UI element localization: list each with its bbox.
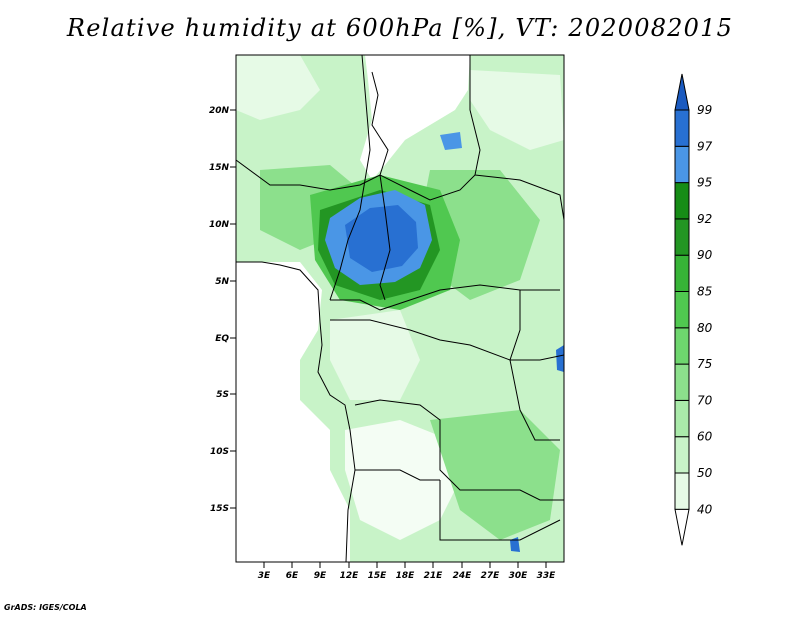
credit-label: GrADS: IGES/COLA bbox=[4, 603, 87, 612]
field-blue-spot-e bbox=[556, 345, 564, 372]
colorbar-swatch bbox=[674, 472, 690, 510]
field-blue-spot-ne bbox=[440, 132, 462, 150]
lon-label: 3E bbox=[258, 571, 271, 581]
colorbar-label: 85 bbox=[697, 285, 712, 299]
border-angola-south bbox=[355, 469, 440, 481]
colorbar-arrow-bottom bbox=[674, 508, 690, 546]
lon-label: 6E bbox=[286, 571, 299, 581]
lat-axis: 20N 15N 10N 5N EQ 5S 10S 15S bbox=[209, 106, 236, 514]
field-blue-spot-s bbox=[510, 537, 520, 552]
lat-label: 15S bbox=[210, 504, 229, 514]
chart-title: Relative humidity at 600hPa [%], VT: 202… bbox=[66, 14, 734, 42]
colorbar-swatch bbox=[674, 218, 690, 256]
lon-label: 33E bbox=[537, 571, 557, 581]
border-angola-drc bbox=[354, 399, 564, 501]
lat-label: EQ bbox=[215, 334, 229, 344]
border-car bbox=[330, 284, 560, 311]
lon-label: 27E bbox=[481, 571, 501, 581]
colorbar-swatch bbox=[674, 145, 690, 184]
colorbar-label: 99 bbox=[697, 103, 712, 117]
border-chad-libya bbox=[379, 55, 481, 201]
lat-label: 20N bbox=[209, 106, 230, 116]
colorbar-label: 97 bbox=[697, 139, 713, 153]
colorbar-swatch bbox=[674, 291, 690, 329]
lon-label: 30E bbox=[509, 571, 529, 581]
lat-label: 5S bbox=[216, 390, 229, 400]
lat-label: 15N bbox=[209, 163, 230, 173]
dry-region-south bbox=[345, 420, 460, 540]
lon-label: 12E bbox=[340, 571, 360, 581]
border-zambia bbox=[439, 480, 561, 541]
colorbar-swatch bbox=[674, 399, 690, 438]
colorbar-label: 92 bbox=[697, 212, 712, 226]
humidity-field bbox=[236, 55, 564, 562]
lon-axis: 3E 6E 9E 12E 15E 18E 21E 24E 27E 30E 33E bbox=[258, 562, 556, 581]
colorbar-swatch bbox=[674, 254, 690, 292]
colorbar-label: 70 bbox=[697, 393, 713, 407]
coastline-west bbox=[236, 261, 356, 562]
lon-label: 18E bbox=[396, 571, 416, 581]
map-frame bbox=[235, 54, 565, 563]
colorbar-swatch bbox=[674, 109, 690, 147]
colorbar-swatch bbox=[674, 327, 690, 365]
border-niger-nigeria bbox=[329, 55, 371, 301]
border-sudan bbox=[474, 174, 564, 221]
field-mid-3 bbox=[430, 410, 560, 540]
colorbar: 40 50 60 70 75 80 85 90 92 95 97 99 bbox=[674, 73, 713, 546]
border-sahel-north bbox=[236, 71, 389, 191]
dry-region-atlantic bbox=[236, 262, 350, 562]
lon-label: 15E bbox=[368, 571, 388, 581]
border-cameroon bbox=[379, 174, 391, 301]
colorbar-label: 95 bbox=[697, 176, 712, 190]
lon-label: 24E bbox=[453, 571, 473, 581]
lat-label: 10S bbox=[210, 447, 229, 457]
lon-label: 21E bbox=[424, 571, 444, 581]
field-light-1 bbox=[236, 55, 320, 120]
colorbar-label: 60 bbox=[697, 430, 713, 444]
colorbar-label: 90 bbox=[697, 248, 713, 262]
colorbar-label: 75 bbox=[697, 357, 712, 371]
border-equator-line bbox=[330, 319, 564, 361]
country-borders bbox=[236, 55, 564, 562]
colorbar-label: 50 bbox=[697, 466, 713, 480]
colorbar-swatch bbox=[674, 363, 690, 401]
lat-label: 5N bbox=[215, 277, 229, 287]
colorbar-label: 40 bbox=[697, 502, 713, 516]
field-blue-dark bbox=[345, 205, 418, 272]
colorbar-swatch bbox=[674, 436, 690, 474]
border-east-lakes bbox=[509, 290, 560, 441]
colorbar-swatch bbox=[674, 182, 690, 220]
field-light-2 bbox=[470, 70, 564, 150]
lat-label: 10N bbox=[209, 220, 230, 230]
colorbar-arrow-top bbox=[674, 73, 690, 111]
colorbar-label: 80 bbox=[697, 321, 713, 335]
field-light-3 bbox=[330, 310, 420, 400]
lon-label: 9E bbox=[314, 571, 327, 581]
